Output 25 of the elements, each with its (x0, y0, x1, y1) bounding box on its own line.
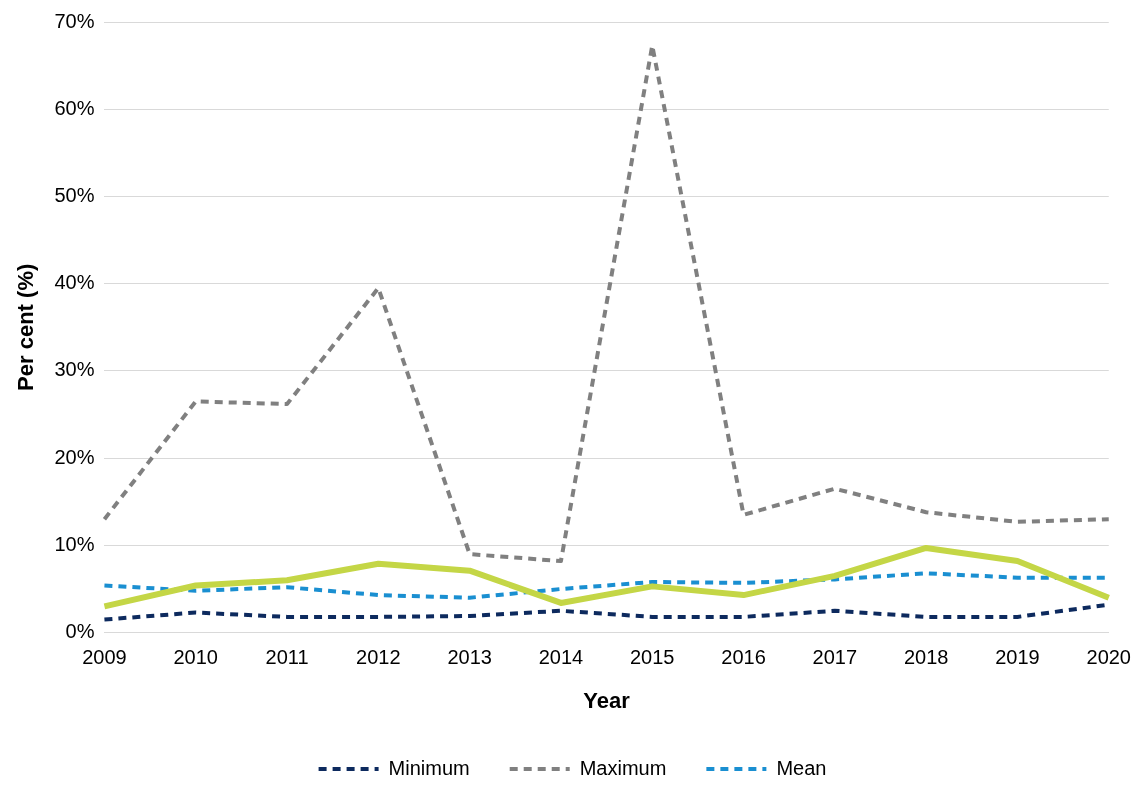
x-axis-title: Year (583, 687, 631, 713)
x-tick-label: 2012 (356, 646, 401, 669)
x-tick-label: 2020 (1086, 646, 1131, 669)
y-tick-label: 40% (54, 271, 95, 294)
x-tick-label: 2016 (721, 646, 766, 669)
x-tick-label: 2019 (995, 646, 1040, 669)
x-tick-label: 2018 (903, 646, 949, 669)
x-tick-label: 2013 (447, 646, 492, 669)
legend-label: Maximum (579, 756, 667, 779)
x-tick-label: 2015 (629, 646, 675, 669)
x-tick-label: 2014 (538, 646, 584, 669)
y-tick-label: 50% (54, 183, 95, 206)
x-tick-label: 2009 (82, 646, 127, 669)
y-tick-label: 0% (65, 620, 95, 643)
x-tick-label: 2010 (173, 646, 218, 669)
legend-label: Mean (776, 756, 827, 779)
y-tick-label: 10% (54, 532, 95, 555)
y-tick-label: 70% (54, 9, 95, 32)
y-tick-label: 60% (54, 96, 95, 119)
x-tick-label: 2017 (812, 646, 858, 669)
x-tick-label: 2011 (265, 646, 309, 669)
y-tick-label: 30% (54, 358, 95, 381)
y-axis-title: Per cent (%) (13, 263, 39, 391)
y-tick-label: 20% (54, 445, 95, 468)
legend-label: Minimum (388, 756, 470, 779)
